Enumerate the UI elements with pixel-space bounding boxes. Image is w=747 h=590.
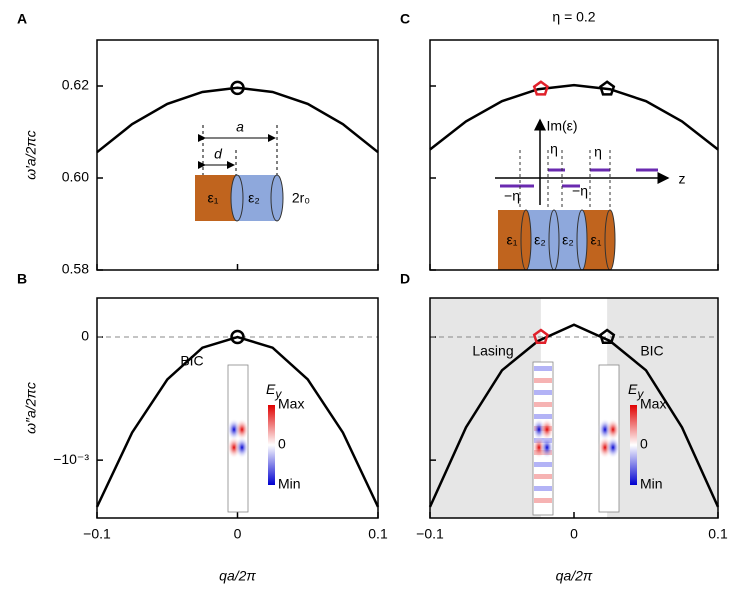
cyl-part — [195, 175, 237, 221]
x-tick-label: 0 — [570, 526, 578, 542]
curve — [96, 86, 379, 154]
shaded-region — [430, 298, 541, 518]
mode-point — [599, 328, 616, 344]
panel-letter: D — [400, 271, 410, 287]
curve — [429, 83, 719, 151]
x-tick-label: −0.1 — [416, 526, 444, 542]
curve — [95, 335, 380, 508]
colorbar — [268, 405, 275, 485]
cyl-edge — [548, 209, 560, 271]
inset-label: d — [214, 146, 223, 162]
inset-label: BIC — [180, 353, 203, 369]
panel-letter: A — [17, 11, 27, 27]
field-stripe — [534, 390, 552, 395]
field-lobe — [235, 418, 249, 441]
x-axis-label: qa/2π — [556, 568, 593, 584]
inset-label: 2r₀ — [292, 190, 310, 206]
cyl-part — [237, 175, 277, 221]
field-stripe — [534, 462, 552, 467]
colorbar-tick: Min — [278, 476, 301, 492]
colorbar-title-sub: y — [636, 387, 644, 401]
inset-label: Lasing — [472, 343, 513, 359]
field-stripe — [534, 414, 552, 419]
inset-label: ε₁ — [208, 190, 219, 206]
inset-label: η — [594, 144, 602, 160]
y-tick-label: 0.60 — [62, 169, 89, 185]
panel-letter: B — [17, 271, 27, 287]
field-lobe — [606, 436, 620, 459]
field-lobe — [606, 418, 620, 441]
inset-label: η — [550, 141, 558, 157]
colorbar-tick: 0 — [640, 436, 648, 452]
plot-frame — [96, 297, 379, 519]
colorbar-title-sub: y — [274, 387, 282, 401]
colorbar-title-main: E — [628, 381, 638, 397]
plot-frame — [429, 39, 719, 271]
cyl-edge — [270, 174, 284, 222]
cyl-edge — [576, 209, 588, 271]
mode-point — [532, 328, 549, 344]
inset-label: ε₂ — [562, 232, 574, 248]
colorbar-tick: Min — [640, 476, 663, 492]
bic-point — [230, 329, 245, 345]
inset-label: BIC — [640, 343, 663, 359]
field-stripe — [534, 378, 552, 383]
x-axis-label: qa/2π — [219, 568, 256, 584]
x-tick-label: 0.1 — [368, 526, 388, 542]
inset-label: ε₂ — [534, 232, 546, 248]
bic-point — [230, 80, 245, 96]
y-axis-label: ω′a/2πc — [23, 130, 39, 179]
curve — [428, 323, 720, 508]
field-lobe — [540, 436, 554, 459]
field-stripe — [534, 486, 552, 491]
y-tick-label: 0.58 — [62, 261, 89, 277]
colorbar-tick: 0 — [278, 436, 286, 452]
cyl-edge — [520, 209, 532, 271]
mode-point — [599, 80, 616, 96]
field-stripe — [534, 474, 552, 479]
field-lobe — [540, 418, 554, 441]
inset-label: ε₂ — [248, 190, 260, 206]
inset-label: z — [679, 171, 686, 187]
colorbar-title: Ey — [266, 381, 282, 401]
colorbar-title-main: E — [266, 381, 276, 397]
inset-label: −η — [504, 188, 520, 204]
x-tick-label: 0 — [234, 526, 242, 542]
x-tick-label: −0.1 — [83, 526, 111, 542]
colorbar — [630, 405, 637, 485]
inset-label: ε₁ — [591, 232, 602, 248]
y-axis-label: ω″a/2πc — [23, 382, 39, 434]
colorbar-tick: Max — [640, 396, 666, 412]
y-tick-label: 0 — [81, 328, 89, 344]
cyl-edge — [230, 174, 244, 222]
x-tick-label: 0.1 — [708, 526, 728, 542]
field-stripe — [534, 402, 552, 407]
inset-label: ε₁ — [507, 232, 518, 248]
plot-frame — [429, 297, 719, 519]
colorbar-title: Ey — [628, 381, 644, 401]
inset-label: Im(ε) — [546, 118, 577, 134]
y-tick-label: −10⁻³ — [53, 451, 89, 467]
plot-frame — [96, 39, 379, 271]
y-tick-label: 0.62 — [62, 77, 89, 93]
colorbar-tick: Max — [278, 396, 304, 412]
field-stripe — [534, 498, 552, 503]
chart-title: η = 0.2 — [552, 9, 595, 25]
inset-label: −η — [572, 183, 588, 199]
field-stripe — [534, 366, 552, 371]
cyl-edge — [604, 209, 616, 271]
panel-letter: C — [400, 11, 410, 27]
mode-point — [532, 80, 549, 96]
inset-label: a — [236, 119, 244, 135]
shaded-region — [607, 298, 718, 518]
field-lobe — [235, 436, 249, 459]
